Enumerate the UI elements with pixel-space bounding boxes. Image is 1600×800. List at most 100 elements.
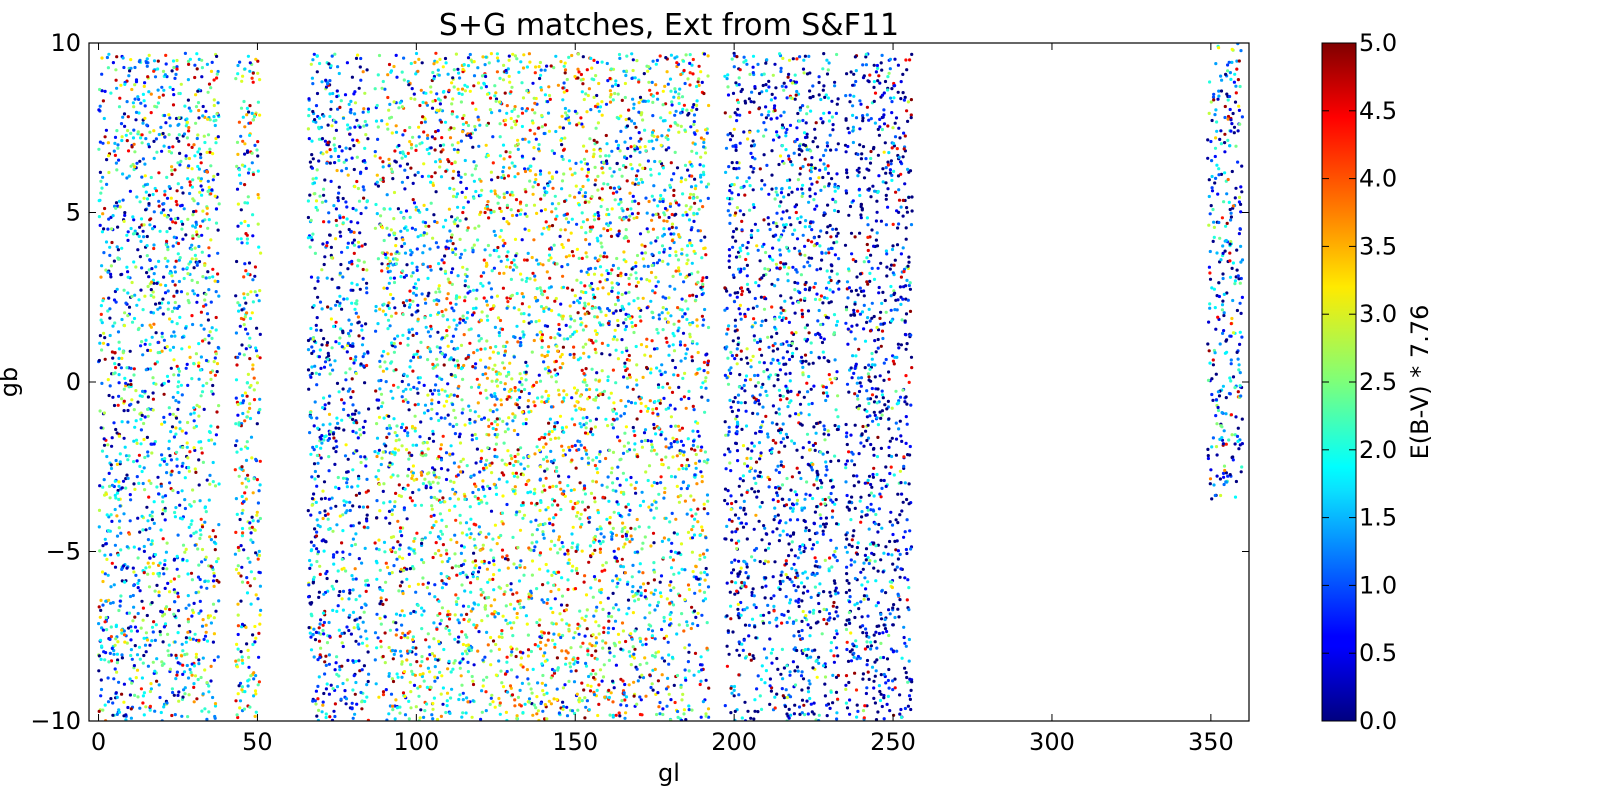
data-point (594, 672, 598, 676)
data-point (110, 646, 114, 651)
data-point (309, 648, 314, 652)
data-point (129, 707, 133, 711)
data-point (334, 340, 338, 344)
data-point (334, 207, 338, 211)
data-point (519, 704, 523, 708)
data-point (560, 649, 564, 653)
data-point (356, 53, 360, 57)
data-point (107, 170, 111, 175)
data-point (448, 136, 453, 140)
data-point (474, 189, 478, 194)
data-point (151, 572, 155, 576)
data-point (172, 330, 176, 334)
data-point (451, 267, 455, 271)
data-point (585, 627, 589, 631)
data-point (144, 528, 148, 532)
data-point (211, 392, 215, 396)
data-point (416, 69, 420, 73)
data-point (409, 274, 414, 278)
data-point (127, 532, 132, 536)
data-point (316, 697, 320, 701)
data-point (363, 381, 367, 385)
data-point (352, 167, 356, 172)
data-point (234, 659, 238, 663)
data-point (477, 334, 481, 338)
data-point (234, 396, 238, 400)
data-point (423, 709, 427, 713)
data-point (466, 226, 470, 230)
data-point (111, 214, 115, 218)
data-point (177, 304, 181, 308)
data-point (109, 697, 113, 701)
data-point (240, 655, 244, 659)
data-point (180, 714, 184, 718)
data-point (139, 687, 143, 691)
data-point (408, 125, 412, 130)
data-point (540, 395, 544, 399)
data-point (578, 394, 583, 398)
data-point (126, 129, 130, 133)
data-point (163, 622, 168, 626)
data-point (118, 452, 122, 456)
data-point (332, 709, 336, 713)
data-point (313, 400, 317, 404)
data-point (537, 448, 542, 452)
data-point (337, 426, 341, 430)
data-point (160, 660, 164, 664)
data-point (394, 124, 398, 128)
data-point (206, 579, 210, 583)
data-point (199, 177, 203, 181)
data-point (203, 506, 207, 510)
data-point (588, 689, 593, 693)
data-point (140, 413, 144, 417)
data-point (321, 623, 325, 627)
data-point (524, 203, 529, 207)
data-point (354, 409, 358, 413)
data-point (313, 192, 317, 196)
data-point (463, 89, 467, 93)
data-point (339, 99, 343, 103)
data-point (185, 117, 189, 121)
data-point (466, 285, 471, 289)
data-point (503, 123, 507, 127)
data-point (553, 645, 557, 649)
data-point (382, 207, 386, 211)
data-point (433, 219, 437, 224)
data-point (236, 692, 240, 696)
data-point (341, 681, 345, 686)
data-point (306, 199, 310, 203)
data-point (388, 324, 392, 328)
data-point (345, 205, 349, 209)
data-point (412, 549, 416, 553)
data-point (362, 431, 366, 435)
data-point (314, 104, 319, 108)
data-point (145, 613, 149, 618)
data-point (588, 544, 593, 548)
data-point (138, 255, 142, 259)
data-point (355, 702, 359, 706)
data-point (334, 661, 338, 665)
data-point (544, 220, 548, 224)
data-point (438, 144, 443, 148)
data-point (239, 650, 243, 654)
data-point (463, 494, 467, 498)
data-point (452, 461, 456, 465)
data-point (472, 196, 476, 200)
data-point (398, 547, 402, 551)
data-point (392, 217, 396, 221)
data-point (216, 425, 220, 429)
data-point (461, 265, 465, 269)
data-point (139, 217, 144, 221)
data-point (585, 174, 589, 178)
data-point (399, 567, 403, 571)
data-point (146, 519, 150, 523)
data-point (568, 448, 572, 452)
data-point (439, 150, 443, 154)
data-point (429, 417, 433, 421)
data-point (317, 127, 321, 131)
data-point (414, 293, 418, 297)
data-point (384, 256, 388, 260)
data-point (315, 383, 319, 387)
data-point (377, 538, 381, 542)
data-point (108, 496, 112, 500)
